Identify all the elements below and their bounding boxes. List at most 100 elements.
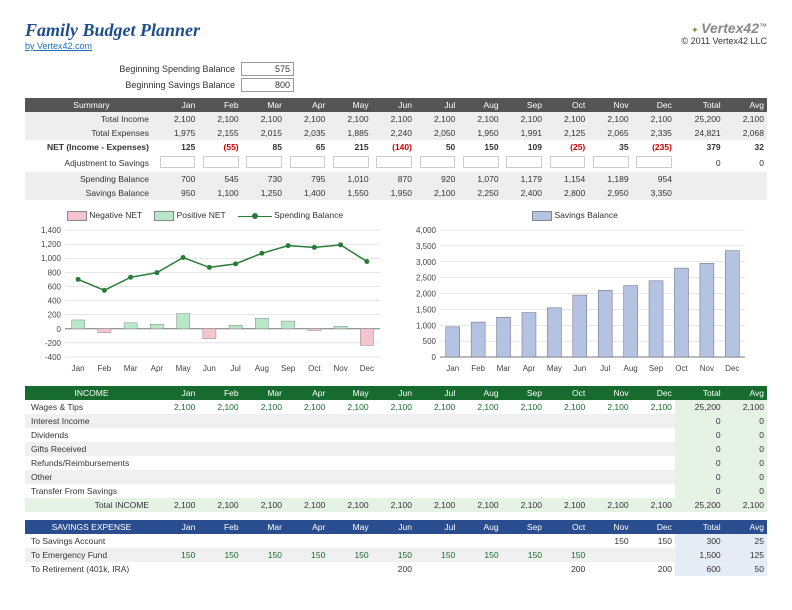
data-cell[interactable]	[372, 442, 415, 456]
data-cell[interactable]	[415, 456, 458, 470]
data-cell[interactable]: 2,100	[242, 400, 285, 414]
data-cell[interactable]	[198, 456, 241, 470]
data-cell[interactable]	[545, 470, 588, 484]
data-cell[interactable]	[545, 534, 588, 548]
data-cell[interactable]	[242, 428, 285, 442]
data-cell[interactable]: 150	[545, 548, 588, 562]
adjustment-cell[interactable]	[372, 154, 415, 172]
savings-balance-input[interactable]: 800	[241, 78, 294, 92]
data-cell[interactable]	[458, 484, 501, 498]
data-cell[interactable]: 2,100	[588, 400, 631, 414]
data-cell[interactable]	[632, 548, 675, 562]
data-cell[interactable]	[632, 484, 675, 498]
data-cell[interactable]: 200	[632, 562, 675, 576]
data-cell[interactable]	[242, 470, 285, 484]
data-cell[interactable]	[198, 470, 241, 484]
data-cell[interactable]	[242, 562, 285, 576]
data-cell[interactable]	[415, 534, 458, 548]
data-cell[interactable]	[285, 414, 328, 428]
data-cell[interactable]: 150	[155, 548, 198, 562]
data-cell[interactable]	[198, 534, 241, 548]
data-cell[interactable]	[242, 442, 285, 456]
data-cell[interactable]: 150	[415, 548, 458, 562]
data-cell[interactable]	[285, 562, 328, 576]
data-cell[interactable]	[372, 456, 415, 470]
adjustment-cell[interactable]	[328, 154, 371, 172]
data-cell[interactable]: 2,100	[155, 400, 198, 414]
data-cell[interactable]	[588, 470, 631, 484]
data-cell[interactable]: 150	[372, 548, 415, 562]
data-cell[interactable]: 150	[632, 534, 675, 548]
data-cell[interactable]	[372, 484, 415, 498]
data-cell[interactable]	[328, 562, 371, 576]
data-cell[interactable]	[458, 456, 501, 470]
data-cell[interactable]	[502, 428, 545, 442]
data-cell[interactable]: 2,100	[632, 400, 675, 414]
data-cell[interactable]	[328, 534, 371, 548]
data-cell[interactable]	[588, 442, 631, 456]
data-cell[interactable]	[502, 414, 545, 428]
data-cell[interactable]: 150	[502, 548, 545, 562]
data-cell[interactable]	[198, 484, 241, 498]
data-cell[interactable]: 2,100	[198, 400, 241, 414]
data-cell[interactable]	[415, 562, 458, 576]
data-cell[interactable]	[502, 562, 545, 576]
data-cell[interactable]	[588, 484, 631, 498]
data-cell[interactable]	[198, 428, 241, 442]
data-cell[interactable]	[458, 442, 501, 456]
data-cell[interactable]	[372, 534, 415, 548]
data-cell[interactable]	[372, 414, 415, 428]
data-cell[interactable]	[588, 414, 631, 428]
data-cell[interactable]	[588, 456, 631, 470]
data-cell[interactable]	[155, 534, 198, 548]
adjustment-cell[interactable]	[285, 154, 328, 172]
data-cell[interactable]	[632, 442, 675, 456]
data-cell[interactable]	[415, 470, 458, 484]
data-cell[interactable]	[198, 562, 241, 576]
data-cell[interactable]	[155, 470, 198, 484]
data-cell[interactable]	[198, 442, 241, 456]
data-cell[interactable]: 2,100	[372, 400, 415, 414]
adjustment-cell[interactable]	[502, 154, 545, 172]
adjustment-cell[interactable]	[545, 154, 588, 172]
data-cell[interactable]	[632, 414, 675, 428]
data-cell[interactable]	[328, 428, 371, 442]
data-cell[interactable]	[242, 414, 285, 428]
spending-balance-input[interactable]: 575	[241, 62, 294, 76]
data-cell[interactable]	[588, 562, 631, 576]
data-cell[interactable]: 2,100	[285, 400, 328, 414]
data-cell[interactable]	[502, 484, 545, 498]
data-cell[interactable]	[545, 442, 588, 456]
data-cell[interactable]: 2,100	[458, 400, 501, 414]
adjustment-cell[interactable]	[632, 154, 675, 172]
data-cell[interactable]	[632, 428, 675, 442]
adjustment-cell[interactable]	[458, 154, 501, 172]
data-cell[interactable]	[285, 534, 328, 548]
data-cell[interactable]: 150	[328, 548, 371, 562]
data-cell[interactable]	[415, 428, 458, 442]
data-cell[interactable]	[458, 428, 501, 442]
adjustment-cell[interactable]	[198, 154, 241, 172]
data-cell[interactable]	[285, 470, 328, 484]
data-cell[interactable]	[415, 484, 458, 498]
data-cell[interactable]: 150	[285, 548, 328, 562]
data-cell[interactable]	[632, 470, 675, 484]
data-cell[interactable]	[632, 456, 675, 470]
data-cell[interactable]	[372, 470, 415, 484]
data-cell[interactable]	[155, 456, 198, 470]
data-cell[interactable]	[328, 456, 371, 470]
data-cell[interactable]	[155, 562, 198, 576]
adjustment-cell[interactable]	[415, 154, 458, 172]
data-cell[interactable]: 150	[458, 548, 501, 562]
data-cell[interactable]	[502, 534, 545, 548]
data-cell[interactable]	[458, 534, 501, 548]
data-cell[interactable]	[285, 428, 328, 442]
adjustment-cell[interactable]	[155, 154, 198, 172]
data-cell[interactable]	[545, 484, 588, 498]
data-cell[interactable]	[588, 548, 631, 562]
data-cell[interactable]: 2,100	[415, 400, 458, 414]
data-cell[interactable]	[328, 442, 371, 456]
data-cell[interactable]	[155, 484, 198, 498]
data-cell[interactable]	[502, 470, 545, 484]
data-cell[interactable]: 150	[198, 548, 241, 562]
